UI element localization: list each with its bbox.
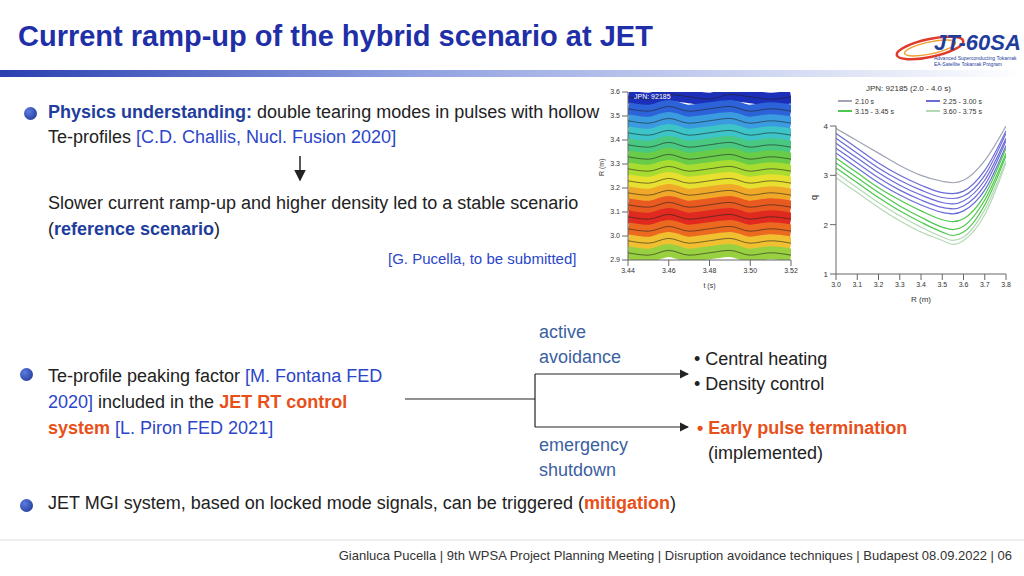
- svg-text:3.3: 3.3: [610, 160, 620, 167]
- html-text:JPN: 92185 (2.0 - 4.0 s): JPN: 92185 (2.0 - 4.0 s): [866, 84, 951, 93]
- svg-text:2: 2: [824, 221, 829, 230]
- html-text:Te-profile peaking factor [M.: Te-profile peaking factor [M. Fontana FE…: [48, 366, 383, 438]
- html-text:• Early pulse termination: • Early pulse termination: [697, 418, 908, 438]
- svg-text:3.46: 3.46: [662, 267, 676, 274]
- svg-text:3.7: 3.7: [980, 281, 990, 288]
- html-text:Current ramp-up of the hybrid: Current ramp-up of the hybrid scenario a…: [18, 20, 653, 52]
- svg-text:3.0: 3.0: [831, 281, 841, 288]
- html-text:JET MGI system, based on locke: JET MGI system, based on locked mode sig…: [48, 493, 676, 513]
- svg-text:3.50: 3.50: [743, 267, 757, 274]
- svg-text:3.0: 3.0: [610, 232, 620, 239]
- svg-text:3.8: 3.8: [1001, 281, 1011, 288]
- html-text:3.15 - 3.45 s: 3.15 - 3.45 s: [855, 107, 894, 115]
- svg-text:t (s): t (s): [703, 282, 715, 290]
- svg-text:3.5: 3.5: [610, 112, 620, 119]
- html-text:[G. Pucella, to be submitted]: [G. Pucella, to be submitted]: [388, 250, 577, 267]
- html-text:EA-Satellite Tokamak Program: EA-Satellite Tokamak Program: [934, 61, 1002, 67]
- svg-text:3.5: 3.5: [937, 281, 947, 288]
- html-text:Gianluca Pucella | 9th WPSA Pr: Gianluca Pucella | 9th WPSA Project Plan…: [338, 548, 1012, 563]
- svg-text:3.4: 3.4: [610, 136, 620, 143]
- html-text:JPN: 92185: JPN: 92185: [634, 93, 671, 100]
- svg-text:3.6: 3.6: [959, 281, 969, 288]
- svg-text:3.1: 3.1: [610, 208, 620, 215]
- svg-text:4: 4: [824, 122, 829, 131]
- html-text:emergency shutdown: emergency shutdown: [539, 435, 628, 480]
- svg-text:3: 3: [824, 171, 829, 180]
- svg-text:3.2: 3.2: [874, 281, 884, 288]
- svg-text:3.6: 3.6: [610, 88, 620, 95]
- svg-text:3.44: 3.44: [621, 267, 635, 274]
- html-text:JT-60SA: JT-60SA: [934, 30, 1021, 55]
- svg-text:1: 1: [824, 270, 829, 279]
- svg-text:q: q: [809, 195, 819, 200]
- svg-text:3.2: 3.2: [610, 184, 620, 191]
- svg-text:R (m): R (m): [911, 295, 931, 304]
- html-text:• Density control: • Density control: [694, 374, 825, 394]
- svg-text:R (m): R (m): [598, 159, 606, 177]
- html-text:(implemented): (implemented): [708, 443, 823, 463]
- html-text:Physics understanding: double: Physics understanding: double tearing mo…: [48, 102, 600, 147]
- svg-text:3.3: 3.3: [895, 281, 905, 288]
- svg-text:3.4: 3.4: [916, 281, 926, 288]
- svg-text:3.48: 3.48: [703, 267, 717, 274]
- svg-text:3.1: 3.1: [852, 281, 862, 288]
- html-text:3.60 - 3.75 s: 3.60 - 3.75 s: [943, 107, 982, 115]
- svg-text:2.9: 2.9: [610, 256, 620, 263]
- html-text:Slower current ramp-up and hig: Slower current ramp-up and higher densit…: [48, 193, 579, 239]
- html-text:2.25 - 3.00 s: 2.25 - 3.00 s: [943, 97, 982, 105]
- html-text:active avoidance: active avoidance: [539, 322, 622, 367]
- html-text:• Central heating: • Central heating: [694, 349, 828, 369]
- html-text:2.10 s: 2.10 s: [855, 97, 875, 105]
- html-text:Advanced Superconducting Tokam: Advanced Superconducting Tokamak: [934, 55, 1017, 61]
- svg-text:3.52: 3.52: [784, 267, 798, 274]
